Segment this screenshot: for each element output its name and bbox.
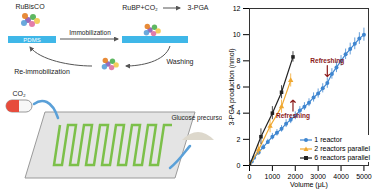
svg-text:4: 4 xyxy=(237,109,241,116)
svg-text:PDMS: PDMS xyxy=(23,37,40,43)
svg-text:2: 2 xyxy=(237,136,241,143)
svg-text:Refreshing: Refreshing xyxy=(276,112,310,120)
svg-text:3-PGA: 3-PGA xyxy=(187,4,208,11)
svg-text:RuBP+CO₂: RuBP+CO₂ xyxy=(122,4,158,11)
html-text:6 reactors parallel: 6 reactors parallel xyxy=(314,154,370,161)
svg-text:4000: 4000 xyxy=(333,173,349,180)
svg-text:Washing: Washing xyxy=(167,58,194,66)
svg-text:8: 8 xyxy=(237,57,241,64)
svg-text:12: 12 xyxy=(233,5,241,12)
html-text:1 reactor: 1 reactor xyxy=(314,136,342,143)
svg-text:Volume (μL): Volume (μL) xyxy=(290,181,328,189)
svg-text:0: 0 xyxy=(248,173,252,180)
html-text:2 reactors parallel: 2 reactors parallel xyxy=(314,145,370,152)
svg-text:Glucose precursor: Glucose precursor xyxy=(171,114,222,122)
svg-text:10: 10 xyxy=(233,31,241,38)
svg-text:Refreshing: Refreshing xyxy=(310,57,344,65)
svg-text:Re-immobilization: Re-immobilization xyxy=(14,68,70,75)
svg-text:RuBisCO: RuBisCO xyxy=(15,3,45,10)
svg-text:3000: 3000 xyxy=(310,173,326,180)
svg-text:3-PGA production (nmol): 3-PGA production (nmol) xyxy=(228,48,236,125)
svg-text:1000: 1000 xyxy=(265,173,281,180)
svg-text:CO₂: CO₂ xyxy=(12,90,26,97)
svg-text:5000: 5000 xyxy=(356,173,372,180)
svg-text:2000: 2000 xyxy=(287,173,303,180)
svg-text:0: 0 xyxy=(237,162,241,169)
svg-text:Immobilization: Immobilization xyxy=(69,29,111,36)
svg-text:6: 6 xyxy=(237,83,241,90)
